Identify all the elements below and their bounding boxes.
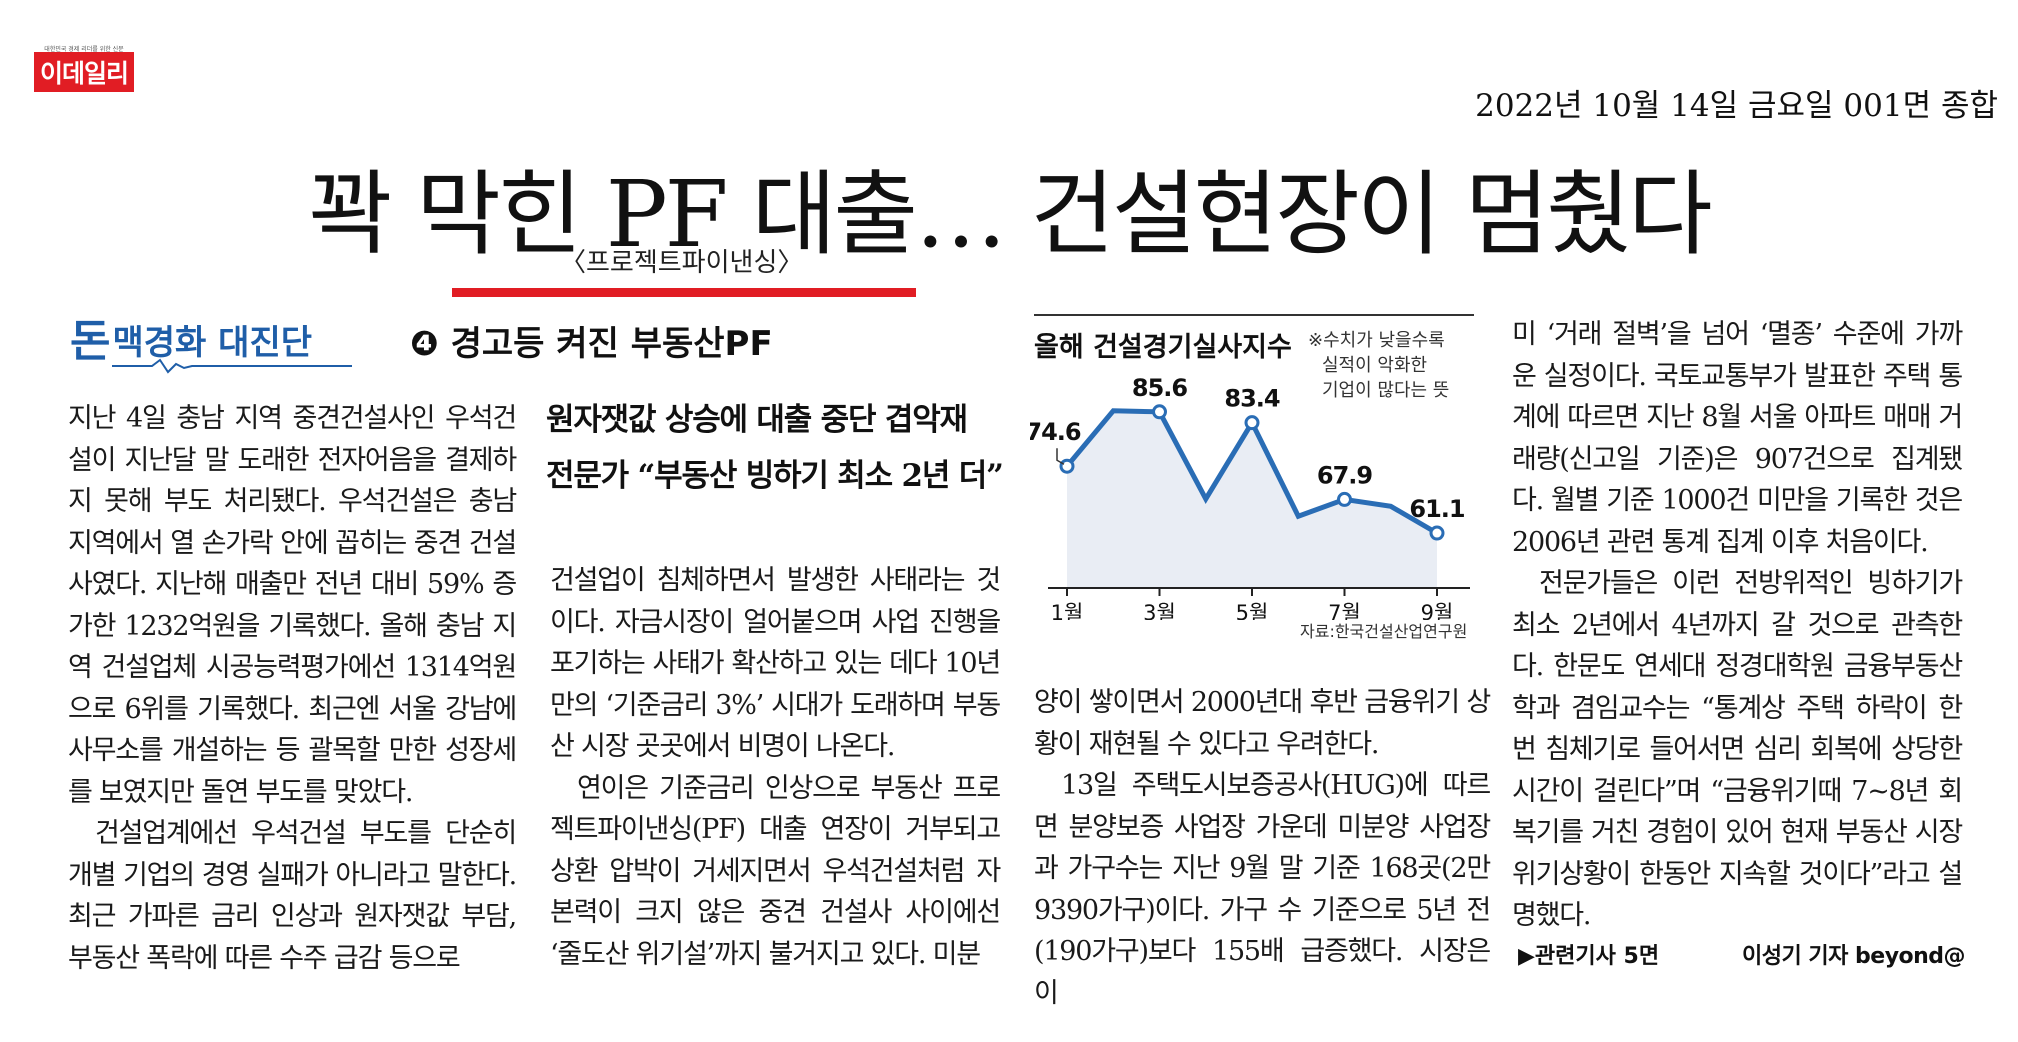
data-label: 85.6 — [1132, 374, 1188, 402]
article-column-3: 양이 쌓이면서 2000년대 후반 금융위기 상황이 재현될 수 있다고 우려한… — [1034, 682, 1491, 1014]
series-pulse-line — [112, 358, 352, 374]
paragraph: 지난 4일 충남 지역 중견건설사인 우석건설이 지난달 말 도래한 전자어음을… — [68, 403, 517, 808]
paragraph: 양이 쌓이면서 2000년대 후반 금융위기 상황이 재현될 수 있다고 우려한… — [1034, 687, 1491, 760]
data-point — [1244, 415, 1260, 431]
chart-note-line: ※수치가 낮을수록 — [1308, 330, 1445, 351]
headline-note: 〈프로젝트파이낸싱〉 — [560, 248, 804, 278]
x-tick-label: 5월 — [1236, 601, 1269, 620]
chart-note-line: 실적이 악화한 — [1322, 355, 1428, 376]
data-label: 67.9 — [1317, 461, 1373, 489]
x-tick-label: 9월 — [1421, 601, 1454, 620]
paragraph: 건설업이 침체하면서 발생한 사태라는 것이다. 자금시장이 얼어붙으며 사업 … — [550, 565, 1001, 762]
data-label: 61.1 — [1409, 495, 1465, 523]
data-point — [1337, 491, 1352, 507]
chart-top-rule — [1034, 314, 1474, 316]
article-column-4: 미 ‘거래 절벽’을 넘어 ‘멸종’ 수준에 가까운 실정이다. 국토교통부가 … — [1512, 314, 1963, 937]
series-label: 돈 맥경화 대진단 — [70, 316, 312, 364]
x-tick-label: 1월 — [1051, 601, 1084, 620]
line-chart: 1월 3월 5월 7월 9월 74.6 85.6 83.4 67.9 61.1 — [1030, 374, 1470, 620]
chart-area — [1067, 410, 1437, 588]
subhead-1: 원자잿값 상승에 대출 중단 겹악재 — [546, 402, 968, 438]
subheads: 원자잿값 상승에 대출 중단 겹악재 전문가 “부동산 빙하기 최소 2년 더” — [546, 392, 1016, 504]
data-point — [1152, 404, 1167, 420]
x-tick-label: 7월 — [1328, 601, 1361, 620]
data-label: 83.4 — [1224, 385, 1280, 413]
chart-note: ※수치가 낮을수록 실적이 악화한 기업이 많다는 뜻 — [1308, 328, 1449, 403]
paragraph: 연이은 기준금리 인상으로 부동산 프로젝트파이낸싱(PF) 대출 연장이 거부… — [550, 772, 1001, 970]
subhead-2: 전문가 “부동산 빙하기 최소 2년 더” — [546, 458, 1004, 494]
logo-tagline: 대한민국 경제 리더를 위한 신문 — [44, 46, 124, 53]
chart-title: 올해 건설경기실사지수 — [1034, 332, 1292, 363]
paragraph: 미 ‘거래 절벽’을 넘어 ‘멸종’ 수준에 가까운 실정이다. 국토교통부가 … — [1512, 319, 1963, 558]
label-leader-line — [1056, 448, 1065, 465]
chart-note-line: 기업이 많다는 뜻 — [1322, 380, 1450, 401]
related-articles-link[interactable]: ▶관련기사 5면 — [1518, 944, 1660, 969]
series-label-rest: 맥경화 대진단 — [112, 323, 313, 364]
article-column-2: 건설업이 침체하면서 발생한 사태라는 것이다. 자금시장이 얼어붙으며 사업 … — [550, 560, 1001, 975]
x-tick-label: 3월 — [1143, 601, 1176, 620]
article-column-1: 지난 4일 충남 지역 중견건설사인 우석건설이 지난달 말 도래한 전자어음을… — [68, 398, 517, 979]
paragraph: 건설업계에선 우석건설 부도를 단순히 개별 기업의 경영 실패가 아니라고 말… — [68, 818, 517, 974]
chart-source: 자료:한국건설산업연구원 — [1300, 622, 1468, 641]
paragraph: 전문가들은 이런 전방위적인 빙하기가 최소 2년에서 4년까지 갈 것으로 관… — [1512, 568, 1963, 931]
headline-underline — [452, 288, 916, 297]
byline: 이성기 기자 beyond@ — [1742, 944, 1966, 969]
headline: 꽉 막힌 PF 대출… 건설현장이 멈췄다 — [308, 161, 1712, 268]
data-point — [1059, 458, 1075, 474]
series-kicker: ❹ 경고등 켜진 부동산PF — [410, 324, 773, 364]
data-point — [1429, 525, 1445, 541]
series-label-big: 돈 — [70, 316, 111, 367]
data-label: 74.6 — [1030, 418, 1081, 446]
paragraph: 13일 주택도시보증공사(HUG)에 따르면 분양보증 사업장 가운데 미분양 … — [1034, 770, 1491, 1009]
dateline: 2022년 10월 14일 금요일 001면 종합 — [1475, 88, 1998, 124]
newspaper-logo: 이데일리 — [34, 52, 134, 92]
